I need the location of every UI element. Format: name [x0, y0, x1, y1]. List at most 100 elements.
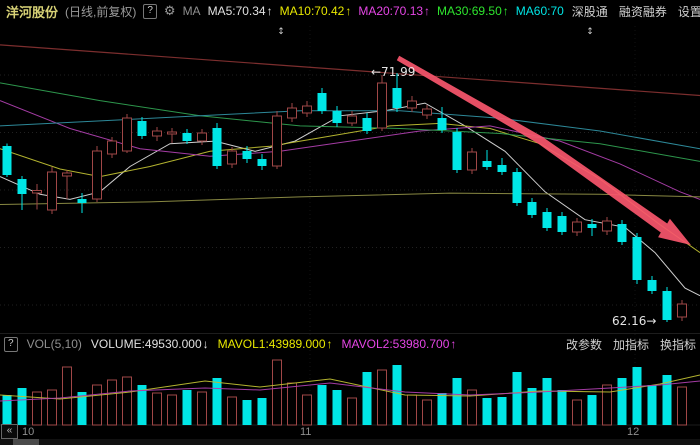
candle	[407, 100, 417, 109]
volume-bar	[17, 388, 27, 425]
candle	[362, 118, 372, 131]
switch-indicator-button[interactable]: 换指标	[659, 337, 696, 352]
ma20-readout: MA20:70.13 ↑	[358, 4, 430, 18]
ma10-trend-arrow-icon: ↑	[345, 4, 352, 18]
volume-bar	[662, 375, 672, 425]
volume-trend-arrow-icon: ↓	[202, 337, 209, 351]
mavol2-trend-arrow-icon: ↑	[450, 337, 457, 351]
candle	[227, 150, 237, 165]
ma5-readout: MA5:70.34 ↑	[208, 4, 273, 18]
help-icon[interactable]: ?	[143, 3, 157, 19]
trend-arrow-group	[396, 55, 691, 245]
volume-bar	[392, 365, 402, 425]
volume-bars	[2, 359, 687, 426]
candles	[2, 73, 687, 322]
scrollbar-thumb[interactable]	[13, 439, 39, 445]
period-label: (日线,前复权)	[65, 4, 137, 19]
volume-bar	[332, 390, 342, 425]
volume-bar	[242, 400, 252, 425]
mavol1-value: MAVOL1:43989.000	[217, 337, 326, 351]
horizontal-scrollbar[interactable]	[0, 439, 700, 445]
candle	[242, 151, 252, 160]
candle	[557, 216, 567, 233]
volume-bar	[362, 372, 372, 425]
candle	[572, 221, 582, 233]
volume-bar	[62, 366, 72, 426]
stock-name[interactable]: 洋河股份	[6, 4, 59, 20]
trend-line-group	[0, 44, 700, 97]
gear-icon[interactable]: ⚙	[163, 3, 176, 18]
axis-month-october: 10	[22, 426, 35, 438]
volume-bar	[182, 390, 192, 425]
volume-bar	[212, 378, 222, 425]
volume-readout: VOLUME:49530.000 ↓	[91, 337, 209, 351]
ma60-readout: MA60:70	[516, 4, 565, 18]
candle	[392, 87, 402, 108]
ma30-trend-arrow-icon: ↑	[502, 4, 509, 18]
add-indicator-button[interactable]: 加指标	[612, 337, 649, 352]
candle	[62, 172, 72, 177]
candle	[422, 108, 432, 116]
volume-bar	[137, 385, 147, 425]
event-marker-icon: ↕	[586, 27, 594, 37]
candle	[377, 82, 387, 129]
menu-ma-settings[interactable]: 设置均线	[677, 4, 700, 19]
mavol2-value: MAVOL2:53980.700	[341, 337, 450, 351]
candle	[662, 291, 672, 320]
candle	[632, 237, 642, 280]
ma5-value: MA5:70.34	[207, 4, 266, 18]
volume-bar	[632, 367, 642, 425]
volume-bar	[497, 397, 507, 425]
chart-header: 洋河股份 (日线,前复权) ? ⚙ MA MA5:70.34 ↑ MA10:70.…	[0, 0, 700, 22]
ma30-value: MA30:69.50	[437, 4, 502, 18]
collapse-button[interactable]: «	[1, 424, 18, 439]
volume-bar	[167, 394, 177, 426]
candle	[182, 133, 192, 141]
volume-bar	[77, 392, 87, 425]
volume-bar	[482, 398, 492, 425]
candle	[497, 164, 507, 172]
candle	[452, 132, 462, 170]
volume-bar	[152, 392, 162, 426]
volume-bar	[557, 390, 567, 425]
volume-bar	[452, 378, 462, 425]
ma-line-ma60	[0, 110, 700, 150]
volume-bar	[512, 372, 522, 425]
axis-month-november: 11	[300, 426, 312, 438]
volume-bar	[227, 396, 237, 426]
ma-group-label[interactable]: MA	[182, 4, 201, 18]
volume-bar	[542, 378, 552, 425]
volume-help-icon[interactable]: ?	[4, 336, 18, 352]
candle	[197, 132, 207, 142]
change-params-button[interactable]: 改参数	[565, 337, 602, 352]
candle	[542, 212, 552, 228]
candle	[677, 303, 687, 318]
volume-bar	[527, 388, 537, 425]
volume-bar	[317, 385, 327, 425]
volume-bar	[2, 395, 12, 425]
volume-bar	[407, 394, 417, 426]
vol-ma-line-mavol2	[0, 380, 700, 402]
menu-margin-trading[interactable]: 融资融券	[618, 4, 667, 19]
candle	[617, 224, 627, 242]
candle	[302, 105, 312, 114]
volume-bar	[122, 376, 132, 426]
menu-shenzhen-connect[interactable]: 深股通	[571, 4, 608, 19]
ma30-readout: MA30:69.50 ↑	[437, 4, 509, 18]
event-marker-icon: ↕	[277, 27, 285, 37]
candle	[347, 115, 357, 124]
volume-bar	[302, 394, 312, 426]
volume-indicator-label[interactable]: VOL(5,10)	[26, 337, 82, 351]
candle	[482, 161, 492, 167]
candle	[137, 121, 147, 137]
volume-bar	[47, 389, 57, 426]
down-trend-arrow	[396, 55, 691, 245]
volume-bar	[32, 391, 42, 426]
candle	[47, 171, 57, 211]
candle	[212, 128, 222, 166]
candle	[317, 93, 327, 111]
volume-bar	[587, 395, 597, 425]
candle	[257, 159, 267, 166]
